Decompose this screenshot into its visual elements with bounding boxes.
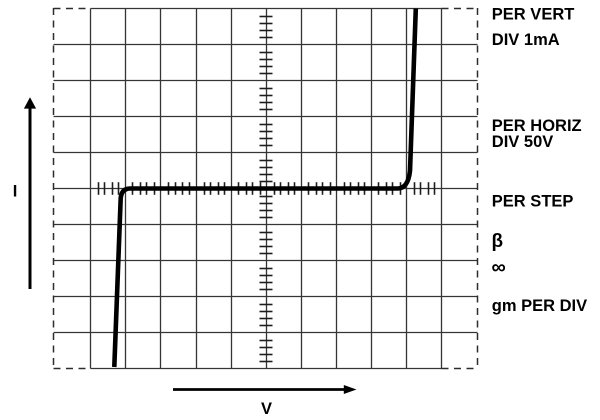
svg-text:DIV 1mA: DIV 1mA (492, 31, 560, 49)
svg-text:DIV 50V: DIV 50V (492, 133, 553, 151)
svg-text:PER HORIZ: PER HORIZ (492, 117, 582, 135)
svg-text:PER STEP: PER STEP (492, 192, 574, 210)
svg-text:PER VERT: PER VERT (492, 6, 575, 24)
svg-text:β: β (492, 231, 504, 252)
svg-text:I: I (13, 183, 18, 201)
svg-text:gm PER DIV: gm PER DIV (492, 297, 587, 315)
svg-text:∞: ∞ (492, 257, 506, 279)
svg-text:V: V (261, 400, 272, 418)
